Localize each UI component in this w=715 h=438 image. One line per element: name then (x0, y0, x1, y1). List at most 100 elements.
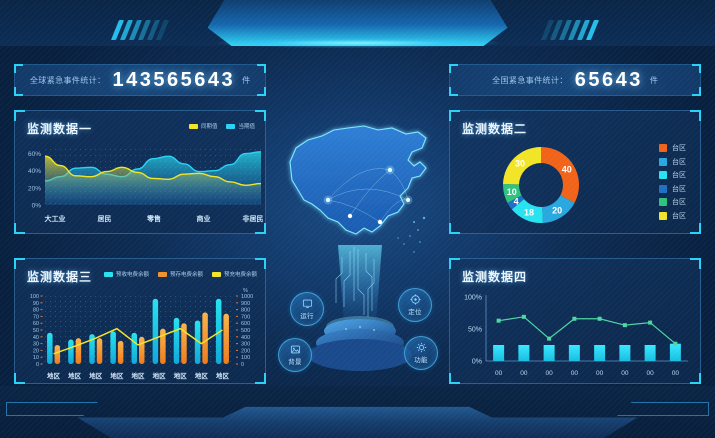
y-tick-label-right: 200 (241, 348, 250, 354)
y-tick-label-right: 500 (241, 328, 250, 334)
legend-item: 预收电费余额 (103, 270, 149, 278)
x-tick-label: 大工业 (45, 214, 66, 223)
panel-2-title: 监测数据二 (462, 122, 528, 136)
legend-item: 同期值 (188, 122, 217, 130)
panel-monitoring-data-4: 监测数据四 00 00 00 00 00 00 00 00 100% 50% 0% (449, 258, 701, 384)
x-tick-label: 00 (621, 370, 629, 377)
gear-icon (416, 342, 426, 353)
bar[interactable] (75, 338, 82, 364)
bar[interactable] (594, 345, 606, 361)
legend-swatch (659, 211, 667, 220)
legend-swatch (659, 157, 667, 166)
control-button-run[interactable]: 运行 (290, 292, 324, 326)
bar[interactable] (543, 345, 555, 361)
y-tick-label-left: 80 (33, 308, 39, 314)
bar[interactable] (194, 320, 201, 364)
donut-slice[interactable] (541, 147, 579, 203)
control-locate-label: 定位 (408, 309, 422, 316)
legend-label: 预充电费余额 (223, 272, 257, 278)
donut-value-label: 30 (515, 159, 525, 169)
x-tick-label: 00 (495, 370, 503, 377)
x-tick-label: 地区 (216, 371, 230, 380)
hologram-svg (308, 245, 412, 371)
donut-slice[interactable] (542, 195, 575, 223)
bar[interactable] (518, 345, 530, 361)
x-tick-label: 00 (647, 370, 655, 377)
line-marker (597, 316, 602, 321)
y-tick-label-left: 40 (33, 335, 39, 341)
legend-item: 台区 (659, 197, 686, 207)
legend-label: 台区 (672, 158, 686, 166)
china-map-container[interactable] (268, 104, 450, 264)
panel-4-title: 监测数据四 (462, 270, 528, 284)
x-tick-label: 地区 (195, 371, 209, 380)
x-tick-label: 00 (596, 370, 604, 377)
decor-stripes-left (110, 20, 170, 40)
donut-slice[interactable] (503, 184, 522, 203)
bar[interactable] (568, 345, 580, 361)
legend-label: 台区 (672, 199, 686, 206)
bar[interactable] (89, 334, 95, 364)
x-tick-label: 00 (571, 370, 579, 377)
bar[interactable] (619, 345, 631, 361)
y-tick-label-left: 70 (33, 314, 39, 320)
bar[interactable] (139, 336, 145, 364)
global-stat-unit: 件 (242, 75, 251, 85)
bar[interactable] (117, 340, 124, 364)
legend-swatch (659, 171, 667, 179)
bar[interactable] (215, 298, 222, 364)
legend-item: 台区 (659, 211, 686, 221)
bar[interactable] (54, 344, 61, 364)
bar[interactable] (47, 332, 53, 364)
donut-value-label: 18 (524, 207, 534, 217)
legend-swatch (103, 271, 113, 277)
y-tick-label: 100% (464, 295, 482, 302)
panel-1-chart: 60% 40% 20% 0%大工业 居民 零售 商业 非居民 (28, 149, 264, 223)
bar[interactable] (68, 339, 74, 364)
y-tick-label-left: 0 (36, 362, 39, 368)
control-run-label: 运行 (300, 313, 314, 320)
y-tick-label-left: 10 (33, 355, 39, 361)
legend-swatch (226, 123, 236, 129)
control-button-background[interactable]: 背景 (278, 338, 312, 372)
bar[interactable] (173, 317, 180, 364)
bar[interactable] (131, 332, 138, 364)
global-stat-label: 全球紧急事件统计： (29, 75, 106, 85)
national-stat-value: 65643 (574, 68, 643, 91)
national-stat-bar: 全国紧急事件统计： 65643 件 (449, 64, 701, 96)
bar[interactable] (152, 298, 159, 364)
bar[interactable] (493, 345, 505, 361)
y-tick-label-left: 100 (30, 294, 39, 300)
line-marker (673, 341, 678, 346)
bar[interactable] (669, 343, 681, 361)
bar[interactable] (110, 331, 116, 364)
x-tick-label: 居民 (98, 215, 112, 223)
y-tick-label: 40% (28, 168, 41, 175)
y-tick-label: 20% (28, 185, 41, 192)
x-tick-label: 零售 (146, 214, 161, 223)
x-tick-label: 地区 (153, 371, 167, 380)
legend-label: 预存电费余额 (169, 272, 203, 278)
bar[interactable] (160, 328, 166, 364)
control-button-function[interactable]: 功能 (404, 336, 438, 370)
legend-label: 当期值 (238, 124, 255, 130)
donut-value-label: 20 (552, 205, 562, 215)
legend-label: 预收电费余额 (115, 272, 149, 278)
donut-slice[interactable] (511, 199, 543, 223)
control-button-locate[interactable]: 定位 (398, 288, 432, 322)
bar[interactable] (181, 323, 187, 364)
line-marker (521, 314, 526, 319)
bar[interactable] (644, 345, 656, 361)
legend-item: 台区 (659, 157, 686, 167)
line-marker (622, 323, 627, 328)
bar[interactable] (202, 312, 208, 364)
panel-1-legend: 同期值 当期值 (188, 122, 255, 130)
donut-slice[interactable] (507, 195, 525, 210)
donut-slice[interactable] (503, 147, 541, 185)
bar[interactable] (96, 338, 103, 364)
x-tick-label: 地区 (89, 371, 103, 380)
legend-item: 预充电费余额 (211, 270, 257, 278)
bar[interactable] (223, 313, 229, 364)
legend-label: 台区 (672, 172, 686, 179)
legend-item: 预存电费余额 (157, 270, 203, 278)
